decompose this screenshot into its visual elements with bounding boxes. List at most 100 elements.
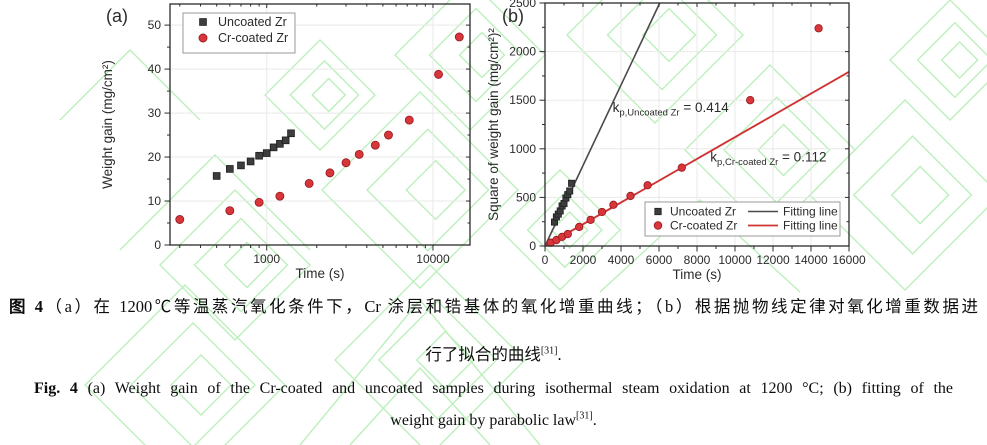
watermark-shapes <box>59 0 987 445</box>
kp-annotation-1: kp,Cr-coated Zr = 0.112 <box>710 149 826 168</box>
series-uncoated-zr <box>551 179 576 226</box>
axis-ticks <box>539 2 850 252</box>
caption-zh-text: （a）在 1200℃等温蒸汽氧化条件下，Cr 涂层和锆基体的氧化增重曲线；（b）… <box>42 297 979 316</box>
data-point-circle <box>225 206 235 216</box>
caption-en-reference: [31] <box>576 410 593 422</box>
watermark-diamond <box>264 39 376 151</box>
watermark-diamond <box>916 21 987 99</box>
watermark-chevron <box>599 199 801 293</box>
legend: Uncoated Zr Fitting line Cr-coated Zr Fitti… <box>644 201 841 237</box>
panel-label: (a) <box>106 6 128 26</box>
watermark-diamond <box>84 284 286 445</box>
y-tick-label: 2000 <box>509 45 536 59</box>
x-tick-label: 1000 <box>253 252 280 266</box>
x-tick-label: 4000 <box>608 253 635 267</box>
data-point-circle <box>597 207 607 217</box>
data-point-circle <box>434 69 443 79</box>
series-uncoated-zr <box>212 129 295 180</box>
caption-en-text: (a) Weight gain of the Cr-coated and unc… <box>77 380 954 397</box>
watermark-diamond <box>366 128 490 252</box>
x-tick-label: 10000 <box>416 252 450 266</box>
data-point-circle <box>575 222 584 232</box>
caption-en-period: . <box>592 412 597 429</box>
panel-a-chart: 1000 10000 0 10 20 30 40 50 Time (s) Weight gain … <box>100 3 471 281</box>
tick-labels: 0 2000 4000 6000 8000 10000 12000 14000 16000 0 50… <box>509 0 866 267</box>
data-point-circle <box>626 191 635 201</box>
caption-zh-text2: 行了拟合的曲线 <box>425 345 541 364</box>
data-point-square <box>287 129 295 138</box>
data-point-square <box>199 18 207 26</box>
legend-label: Uncoated Zr <box>218 15 287 29</box>
y-tick-label: 2500 <box>509 0 536 10</box>
watermark-diamond <box>223 241 271 289</box>
x-axis-label: Time (s) <box>673 267 722 282</box>
watermark-diamond <box>193 217 289 313</box>
watermark-chevron <box>349 366 491 445</box>
watermark-diamond <box>334 264 526 445</box>
watermark-diamond <box>566 0 744 124</box>
x-tick-label: 16000 <box>832 253 866 267</box>
watermark-diamond <box>170 354 232 416</box>
caption-zh-period: . <box>557 345 562 364</box>
data-point-square <box>269 143 278 152</box>
legend-box <box>644 201 841 237</box>
caption-zh-line2: 行了拟合的曲线[31]. <box>0 341 987 365</box>
data-point-circle <box>677 163 686 172</box>
data-point-square <box>212 172 221 180</box>
x-axis-label: Time (s) <box>296 266 345 281</box>
kp-annotation-0: kp,Uncoated Zr = 0.414 <box>613 100 730 119</box>
caption-en-fig-label: Fig. 4 <box>34 380 78 397</box>
data-point-circle <box>370 140 380 150</box>
data-point-circle <box>175 215 185 224</box>
data-point-square <box>281 136 290 145</box>
caption-zh-reference: [31] <box>540 345 558 357</box>
data-point-square <box>654 207 662 216</box>
data-point-square <box>566 187 574 195</box>
x-tick-label: 0 <box>542 253 549 267</box>
legend: Uncoated Zr Cr-coated Zr <box>182 12 296 54</box>
legend-label: Uncoated Zr <box>670 205 736 219</box>
data-point-square <box>246 157 255 166</box>
y-axis-label: Square of weight gain (mg/cm²)² <box>486 28 501 221</box>
legend-label: Fitting line <box>783 219 838 233</box>
tick-labels: 1000 10000 0 10 20 30 40 50 <box>148 18 450 266</box>
y-tick-label: 1000 <box>509 142 536 156</box>
caption-en-line1: Fig. 4 (a) Weight gain of the Cr-coated … <box>0 377 987 401</box>
watermark-chevron <box>299 298 541 445</box>
data-point-circle <box>341 158 351 168</box>
data-point-circle <box>384 130 393 140</box>
watermark-diamond <box>415 330 475 390</box>
watermark-diamond <box>159 189 311 341</box>
data-point-circle <box>404 115 414 125</box>
x-tick-label: 2000 <box>570 253 597 267</box>
data-point-square <box>226 165 234 173</box>
watermark-diamond <box>311 77 347 113</box>
data-point-circle <box>586 215 595 225</box>
data-point-circle <box>304 178 314 188</box>
series-cr-coated-zr <box>175 32 464 224</box>
series-cr-coated-zr <box>546 24 823 247</box>
watermark-diamond <box>889 0 987 121</box>
data-point-circle <box>275 191 285 201</box>
y-tick-label: 50 <box>148 18 162 32</box>
watermark-diamond <box>606 0 718 91</box>
fitting-line-cr-coated <box>544 70 850 247</box>
y-tick-label: 0 <box>529 239 536 253</box>
y-tick-label: 10 <box>148 194 162 208</box>
plot-frame <box>169 3 471 246</box>
y-tick-label: 0 <box>154 238 161 252</box>
panel-b-chart: 0 2000 4000 6000 8000 10000 12000 14000 16000 0 50… <box>486 0 866 282</box>
caption-en-line2: weight gain by parabolic law[31]. <box>0 410 987 430</box>
x-tick-label: 6000 <box>646 253 673 267</box>
caption-en-text2: weight gain by parabolic law <box>390 412 577 429</box>
legend-label: Cr-coated Zr <box>670 219 737 233</box>
data-point-circle <box>198 33 208 43</box>
watermark-chevron <box>119 154 311 251</box>
legend-label: Cr-coated Zr <box>218 31 288 45</box>
axis-ticks <box>164 4 470 251</box>
data-point-square <box>568 179 576 187</box>
x-tick-label: 14000 <box>794 253 828 267</box>
data-point-circle <box>609 200 618 209</box>
